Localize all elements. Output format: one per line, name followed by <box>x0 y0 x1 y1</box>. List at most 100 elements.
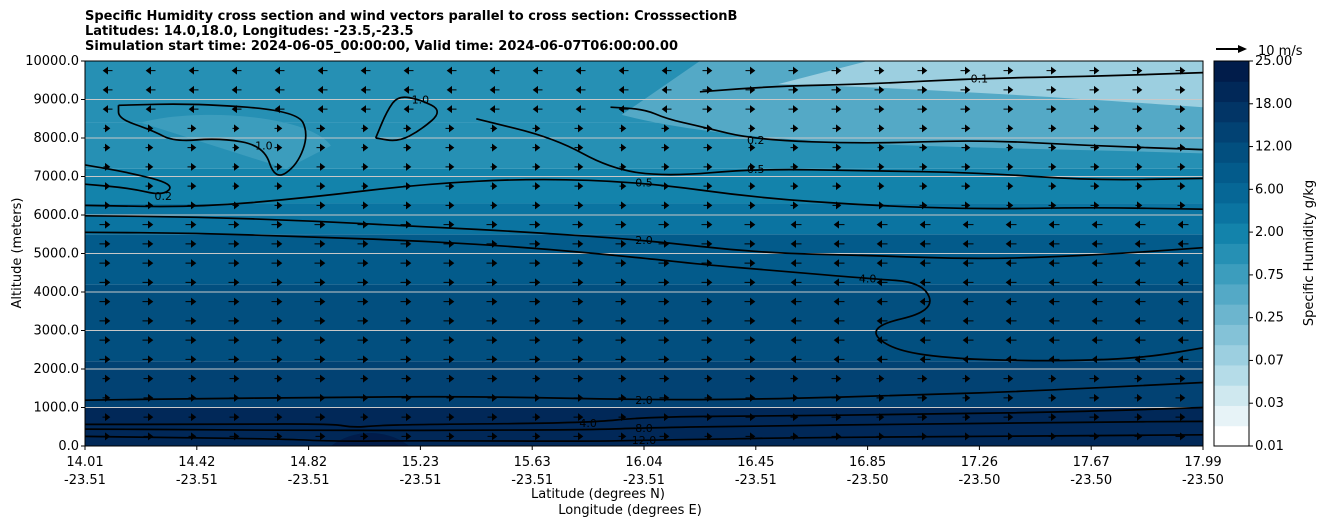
wind-vector <box>615 278 627 287</box>
wind-vector <box>790 201 799 210</box>
wind-vector <box>185 239 197 248</box>
wind-vector <box>187 162 197 171</box>
wind-vector <box>185 220 197 229</box>
wind-vector <box>443 259 455 268</box>
colorbar-swatch <box>1214 223 1249 244</box>
wind-vector <box>403 143 412 152</box>
wind-vector <box>788 105 799 114</box>
wind-vector <box>1134 278 1146 287</box>
wind-vector <box>1134 239 1146 248</box>
wind-vector <box>357 259 369 268</box>
wind-vector <box>446 374 455 383</box>
wind-vector <box>615 336 627 345</box>
wind-vector <box>615 355 627 364</box>
wind-vector <box>748 162 756 171</box>
wind-vector <box>790 316 802 325</box>
wind-vector <box>532 105 543 114</box>
x-tick-label: -23.51 <box>735 473 777 488</box>
contour-label: 0.2 <box>747 134 765 147</box>
wind-vector <box>403 162 412 171</box>
wind-vector <box>271 220 283 229</box>
wind-vector <box>232 143 240 152</box>
wind-vector <box>919 297 931 306</box>
colorbar-tick-label: 2.00 <box>1255 225 1284 240</box>
plot-area: 12.08.0 4.0 2.0 4.0 2.0 0.5 0.5 0.2 0.1 1.0 1.0 0.2 <box>84 61 1204 447</box>
wind-vector <box>832 143 842 152</box>
wind-vector <box>142 220 154 229</box>
wind-vector <box>145 162 154 171</box>
wind-vector <box>99 220 111 229</box>
wind-vector <box>142 259 154 268</box>
wind-vector <box>317 105 328 114</box>
wind-vector <box>962 278 974 287</box>
contour-line <box>476 117 1204 181</box>
wind-vector <box>188 413 197 422</box>
wind-vector <box>701 220 713 229</box>
wind-vector <box>529 316 541 325</box>
wind-vector <box>876 393 885 402</box>
wind-vector <box>790 278 802 287</box>
wind-vector <box>1134 259 1146 268</box>
contour-label: 2.0 <box>635 234 653 247</box>
wind-vector <box>704 432 713 441</box>
x-tick-label: -23.51 <box>288 473 330 488</box>
wind-vector <box>575 105 586 114</box>
y-tick-label: 7000.0 <box>34 170 80 185</box>
wind-reference-label: 10 m/s <box>1258 44 1303 59</box>
wind-vector <box>232 201 240 210</box>
contour-label: 4.0 <box>579 417 597 430</box>
wind-vector <box>1048 393 1057 402</box>
contour-label: 0.5 <box>635 176 653 189</box>
wind-vector <box>142 355 154 364</box>
wind-vector <box>103 124 111 133</box>
wind-vector <box>401 432 412 441</box>
wind-vector <box>961 162 971 171</box>
wind-vector <box>1048 336 1060 345</box>
wind-vector <box>185 316 197 325</box>
wind-vector <box>962 393 971 402</box>
colorbar-swatch <box>1214 142 1249 163</box>
wind-vector <box>445 201 455 210</box>
wind-vector <box>490 124 498 133</box>
wind-vector <box>876 259 888 268</box>
wind-vector <box>228 316 240 325</box>
wind-vector <box>833 316 845 325</box>
y-axis-label: Altitude (meters) <box>10 198 25 309</box>
wind-vector <box>1048 432 1057 441</box>
wind-vector <box>876 413 885 422</box>
wind-vector <box>1003 66 1014 75</box>
wind-vector <box>486 355 498 364</box>
wind-vector <box>443 239 455 248</box>
wind-vector <box>962 374 971 383</box>
wind-vector <box>361 143 369 152</box>
wind-vector <box>961 182 971 191</box>
wind-vector <box>403 85 414 94</box>
wind-vector <box>486 316 498 325</box>
colorbar-swatch <box>1214 263 1249 285</box>
wind-vector <box>658 316 670 325</box>
wind-vector <box>1089 432 1100 441</box>
colorbar-swatch <box>1214 101 1249 123</box>
wind-vector <box>919 278 931 287</box>
y-tick-label: 9000.0 <box>34 93 80 108</box>
wind-vector <box>702 85 713 94</box>
wind-vector <box>400 259 412 268</box>
wind-vector <box>187 182 197 191</box>
wind-vector <box>658 355 670 364</box>
wind-vector <box>314 220 326 229</box>
wind-vector <box>1089 85 1100 94</box>
humidity-band <box>85 234 1203 285</box>
wind-vector <box>1003 105 1014 114</box>
wind-vector <box>962 336 974 345</box>
wind-vector <box>532 85 543 94</box>
wind-vector <box>1048 278 1060 287</box>
wind-vector <box>1177 297 1189 306</box>
colorbar-swatch <box>1214 425 1249 447</box>
wind-vector <box>401 393 412 402</box>
contour-label: 2.0 <box>635 394 653 407</box>
wind-vector <box>228 259 240 268</box>
wind-vector <box>1135 124 1143 133</box>
wind-vector <box>487 374 498 383</box>
axes: 0.0 1000.0 2000.0 3000.0 4000.0 5000.0 6000.0 7… <box>25 54 1224 488</box>
wind-vector <box>703 124 713 133</box>
